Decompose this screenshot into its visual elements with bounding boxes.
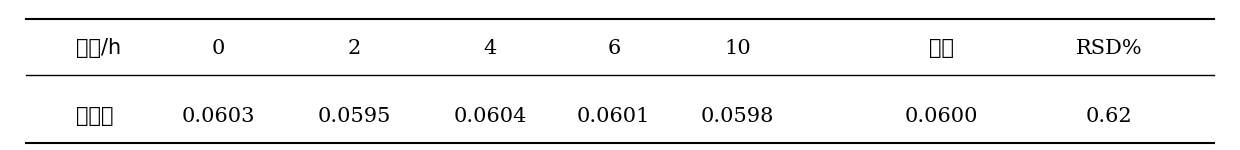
Text: 平均: 平均 (929, 39, 954, 59)
Text: 0.0601: 0.0601 (577, 107, 651, 126)
Text: 0.0600: 0.0600 (905, 107, 978, 126)
Text: 2: 2 (347, 39, 361, 58)
Text: 0.62: 0.62 (1085, 107, 1132, 126)
Text: RSD%: RSD% (1075, 39, 1142, 58)
Text: 0.0598: 0.0598 (701, 107, 774, 126)
Text: 4: 4 (484, 39, 497, 58)
Text: 0.0595: 0.0595 (317, 107, 391, 126)
Text: 时间/h: 时间/h (76, 39, 120, 59)
Text: 峰面积: 峰面积 (76, 106, 113, 126)
Text: 0.0604: 0.0604 (454, 107, 527, 126)
Text: 0.0603: 0.0603 (181, 107, 254, 126)
Text: 10: 10 (724, 39, 751, 58)
Text: 0: 0 (211, 39, 224, 58)
Text: 6: 6 (608, 39, 620, 58)
